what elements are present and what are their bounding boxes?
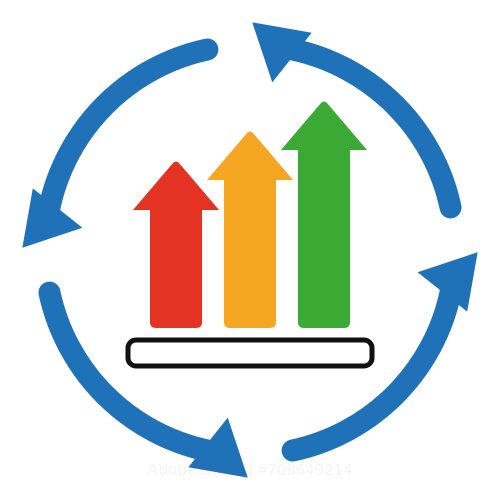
baseline-bar — [128, 340, 372, 366]
bar-high-head — [281, 102, 367, 151]
icon-svg — [0, 0, 500, 500]
growth-bars — [133, 102, 367, 329]
bar-high — [298, 150, 350, 328]
bar-mid — [224, 180, 276, 328]
bar-mid-head — [207, 132, 293, 181]
bar-low-head — [133, 162, 219, 211]
bar-low — [150, 210, 202, 328]
growth-cycle-icon: Adobe Stock | #709649214 — [0, 0, 500, 500]
